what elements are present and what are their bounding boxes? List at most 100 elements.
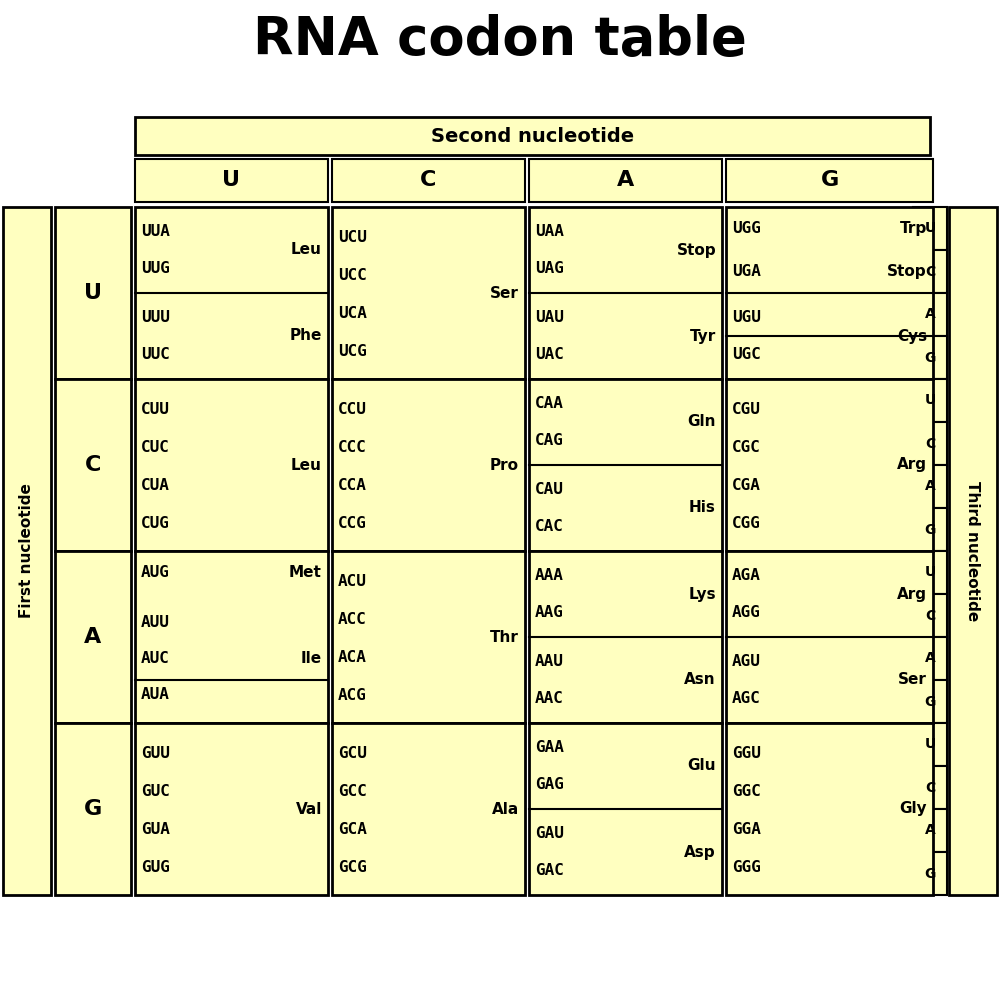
Text: GGG: GGG bbox=[732, 860, 761, 875]
Text: GCG: GCG bbox=[338, 860, 367, 875]
FancyBboxPatch shape bbox=[135, 207, 328, 379]
Text: C: C bbox=[420, 170, 437, 190]
FancyBboxPatch shape bbox=[55, 723, 131, 895]
Text: UUC: UUC bbox=[141, 347, 170, 362]
Text: Tyr: Tyr bbox=[690, 328, 716, 344]
FancyBboxPatch shape bbox=[726, 551, 933, 723]
Text: Val: Val bbox=[296, 802, 322, 816]
Text: C: C bbox=[925, 436, 935, 450]
Text: Ala: Ala bbox=[492, 802, 519, 816]
Text: A: A bbox=[925, 824, 935, 838]
Text: Gln: Gln bbox=[688, 414, 716, 430]
Text: AUA: AUA bbox=[141, 687, 170, 702]
Text: RNA codon table: RNA codon table bbox=[253, 14, 747, 66]
FancyBboxPatch shape bbox=[332, 723, 525, 895]
Text: CCA: CCA bbox=[338, 478, 367, 493]
FancyBboxPatch shape bbox=[726, 159, 933, 202]
Text: G: G bbox=[820, 170, 839, 190]
Text: GAC: GAC bbox=[535, 863, 564, 878]
FancyBboxPatch shape bbox=[726, 207, 933, 379]
FancyBboxPatch shape bbox=[913, 293, 947, 336]
Text: CCG: CCG bbox=[338, 516, 367, 531]
Text: CGG: CGG bbox=[732, 516, 761, 531]
Text: UGA: UGA bbox=[732, 264, 761, 279]
Text: GUA: GUA bbox=[141, 822, 170, 837]
Text: G: G bbox=[924, 522, 936, 536]
FancyBboxPatch shape bbox=[135, 723, 328, 895]
Text: G: G bbox=[924, 866, 936, 880]
FancyBboxPatch shape bbox=[726, 723, 933, 895]
FancyBboxPatch shape bbox=[529, 723, 722, 895]
Text: CAU: CAU bbox=[535, 482, 564, 497]
Text: UUG: UUG bbox=[141, 261, 170, 276]
FancyBboxPatch shape bbox=[332, 551, 525, 723]
FancyBboxPatch shape bbox=[332, 159, 525, 202]
Text: UCA: UCA bbox=[338, 306, 367, 321]
Text: A: A bbox=[925, 480, 935, 493]
FancyBboxPatch shape bbox=[913, 422, 947, 465]
Text: CUA: CUA bbox=[141, 478, 170, 493]
Text: Ser: Ser bbox=[898, 672, 927, 688]
Text: Arg: Arg bbox=[897, 586, 927, 601]
Text: C: C bbox=[925, 265, 935, 279]
Text: Cys: Cys bbox=[897, 328, 927, 344]
FancyBboxPatch shape bbox=[949, 207, 997, 895]
Text: Pro: Pro bbox=[490, 458, 519, 473]
Text: UUU: UUU bbox=[141, 310, 170, 325]
Text: AGU: AGU bbox=[732, 654, 761, 669]
Text: ACG: ACG bbox=[338, 688, 367, 703]
Text: ACU: ACU bbox=[338, 574, 367, 589]
Text: His: His bbox=[689, 500, 716, 516]
FancyBboxPatch shape bbox=[55, 379, 131, 551]
Text: U: U bbox=[924, 565, 936, 579]
Text: CAA: CAA bbox=[535, 396, 564, 411]
Text: UGG: UGG bbox=[732, 221, 761, 236]
FancyBboxPatch shape bbox=[913, 379, 947, 422]
Text: CGA: CGA bbox=[732, 478, 761, 493]
Text: CCU: CCU bbox=[338, 402, 367, 417]
Text: GAG: GAG bbox=[535, 777, 564, 792]
Text: CAC: CAC bbox=[535, 519, 564, 534]
Text: Third nucleotide: Third nucleotide bbox=[966, 481, 980, 621]
Text: GUG: GUG bbox=[141, 860, 170, 875]
FancyBboxPatch shape bbox=[913, 723, 947, 766]
Text: U: U bbox=[222, 170, 240, 190]
Text: UCU: UCU bbox=[338, 230, 367, 245]
Text: AGG: AGG bbox=[732, 605, 761, 620]
Text: A: A bbox=[925, 308, 935, 322]
Text: Trp: Trp bbox=[900, 221, 927, 236]
Text: UGU: UGU bbox=[732, 310, 761, 325]
Text: Ile: Ile bbox=[301, 651, 322, 666]
Text: Ser: Ser bbox=[490, 286, 519, 300]
Text: UAU: UAU bbox=[535, 310, 564, 325]
FancyBboxPatch shape bbox=[913, 336, 947, 379]
Text: GAA: GAA bbox=[535, 740, 564, 755]
Text: CUU: CUU bbox=[141, 402, 170, 417]
FancyBboxPatch shape bbox=[913, 766, 947, 809]
Text: Arg: Arg bbox=[897, 458, 927, 473]
Text: GCC: GCC bbox=[338, 784, 367, 799]
Text: GUC: GUC bbox=[141, 784, 170, 799]
FancyBboxPatch shape bbox=[332, 207, 525, 379]
FancyBboxPatch shape bbox=[135, 117, 930, 155]
Text: A: A bbox=[84, 627, 102, 647]
Text: CAG: CAG bbox=[535, 433, 564, 448]
Text: U: U bbox=[924, 222, 936, 235]
FancyBboxPatch shape bbox=[135, 551, 328, 723]
Text: Asn: Asn bbox=[684, 672, 716, 688]
Text: G: G bbox=[924, 351, 936, 364]
Text: AAG: AAG bbox=[535, 605, 564, 620]
Text: U: U bbox=[924, 738, 936, 752]
Text: Leu: Leu bbox=[291, 458, 322, 473]
FancyBboxPatch shape bbox=[913, 465, 947, 508]
FancyBboxPatch shape bbox=[913, 508, 947, 551]
FancyBboxPatch shape bbox=[913, 551, 947, 594]
FancyBboxPatch shape bbox=[913, 594, 947, 637]
Text: Met: Met bbox=[289, 565, 322, 580]
FancyBboxPatch shape bbox=[913, 852, 947, 895]
FancyBboxPatch shape bbox=[913, 809, 947, 852]
Text: Stop: Stop bbox=[676, 242, 716, 257]
Text: GCU: GCU bbox=[338, 746, 367, 761]
Text: AGA: AGA bbox=[732, 568, 761, 583]
Text: First nucleotide: First nucleotide bbox=[19, 484, 35, 618]
